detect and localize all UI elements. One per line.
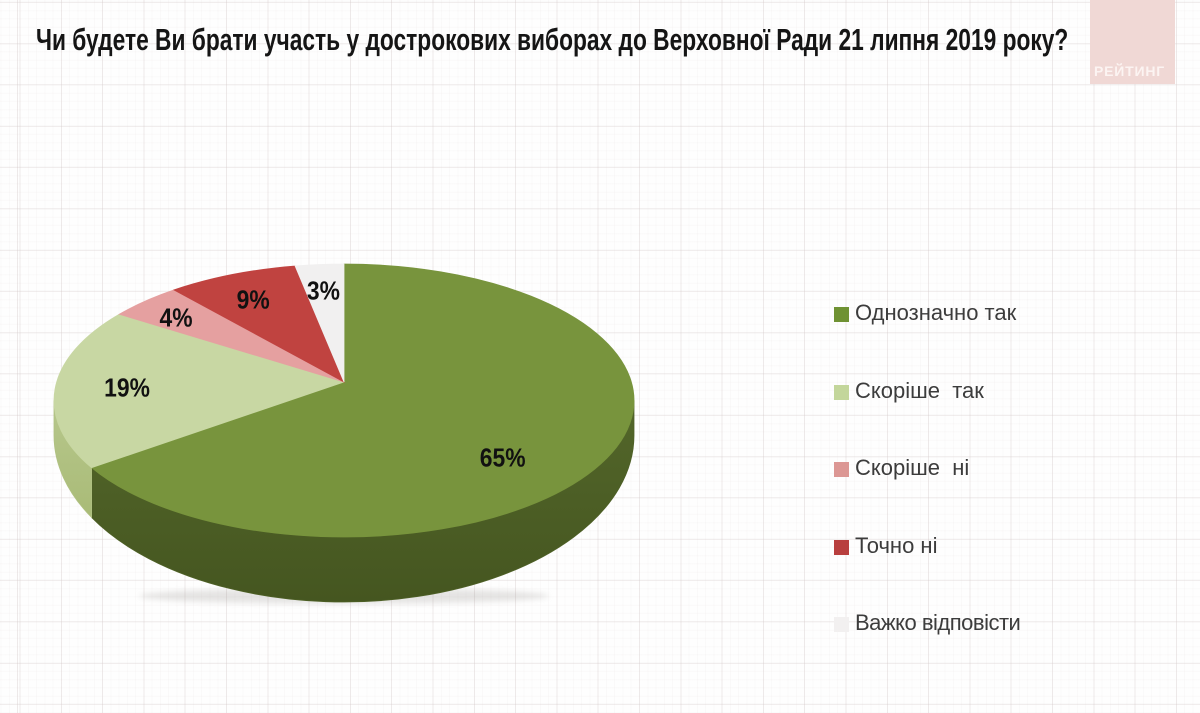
svg-text:19%: 19% [104, 374, 150, 403]
svg-text:4%: 4% [160, 304, 193, 333]
svg-text:9%: 9% [237, 286, 270, 315]
svg-text:3%: 3% [307, 277, 340, 306]
svg-text:65%: 65% [480, 444, 526, 473]
